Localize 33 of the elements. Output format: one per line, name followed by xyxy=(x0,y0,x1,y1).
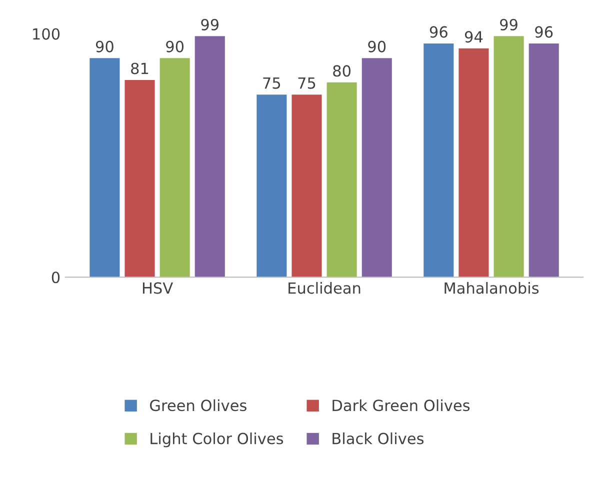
data-label: 96 xyxy=(430,26,448,38)
data-label: 99 xyxy=(500,18,518,30)
x-tick-label: Euclidean xyxy=(288,282,360,294)
data-label: 75 xyxy=(263,78,280,89)
data-label: 90 xyxy=(368,40,386,52)
x-tick-label: HSV xyxy=(142,282,173,294)
x-tick-label: Mahalanobis xyxy=(444,282,539,294)
bar xyxy=(256,94,287,278)
legend-label: Green Olives xyxy=(150,399,246,412)
y-tick-label: 100 xyxy=(33,28,60,40)
data-label: 80 xyxy=(333,65,351,77)
data-label: 99 xyxy=(201,18,219,30)
bar xyxy=(494,36,524,278)
legend-label: Black Olives xyxy=(332,432,424,444)
data-label: 90 xyxy=(166,40,184,52)
data-label: 81 xyxy=(131,62,148,74)
bar xyxy=(528,43,559,278)
legend-label: Light Color Olives xyxy=(150,432,284,448)
data-label: 90 xyxy=(96,40,114,52)
bar xyxy=(90,58,120,278)
bar xyxy=(458,48,489,278)
bar xyxy=(362,58,392,278)
bar xyxy=(194,36,225,278)
legend-label: Dark Green Olives xyxy=(332,399,470,412)
bar xyxy=(326,82,357,278)
data-label: 96 xyxy=(535,26,553,38)
bar xyxy=(292,94,322,278)
data-label: 94 xyxy=(464,31,483,43)
bar xyxy=(160,58,190,278)
bar xyxy=(124,80,155,278)
y-tick-label: 0 xyxy=(52,272,60,284)
bar xyxy=(424,43,454,278)
data-label: 75 xyxy=(298,78,316,89)
